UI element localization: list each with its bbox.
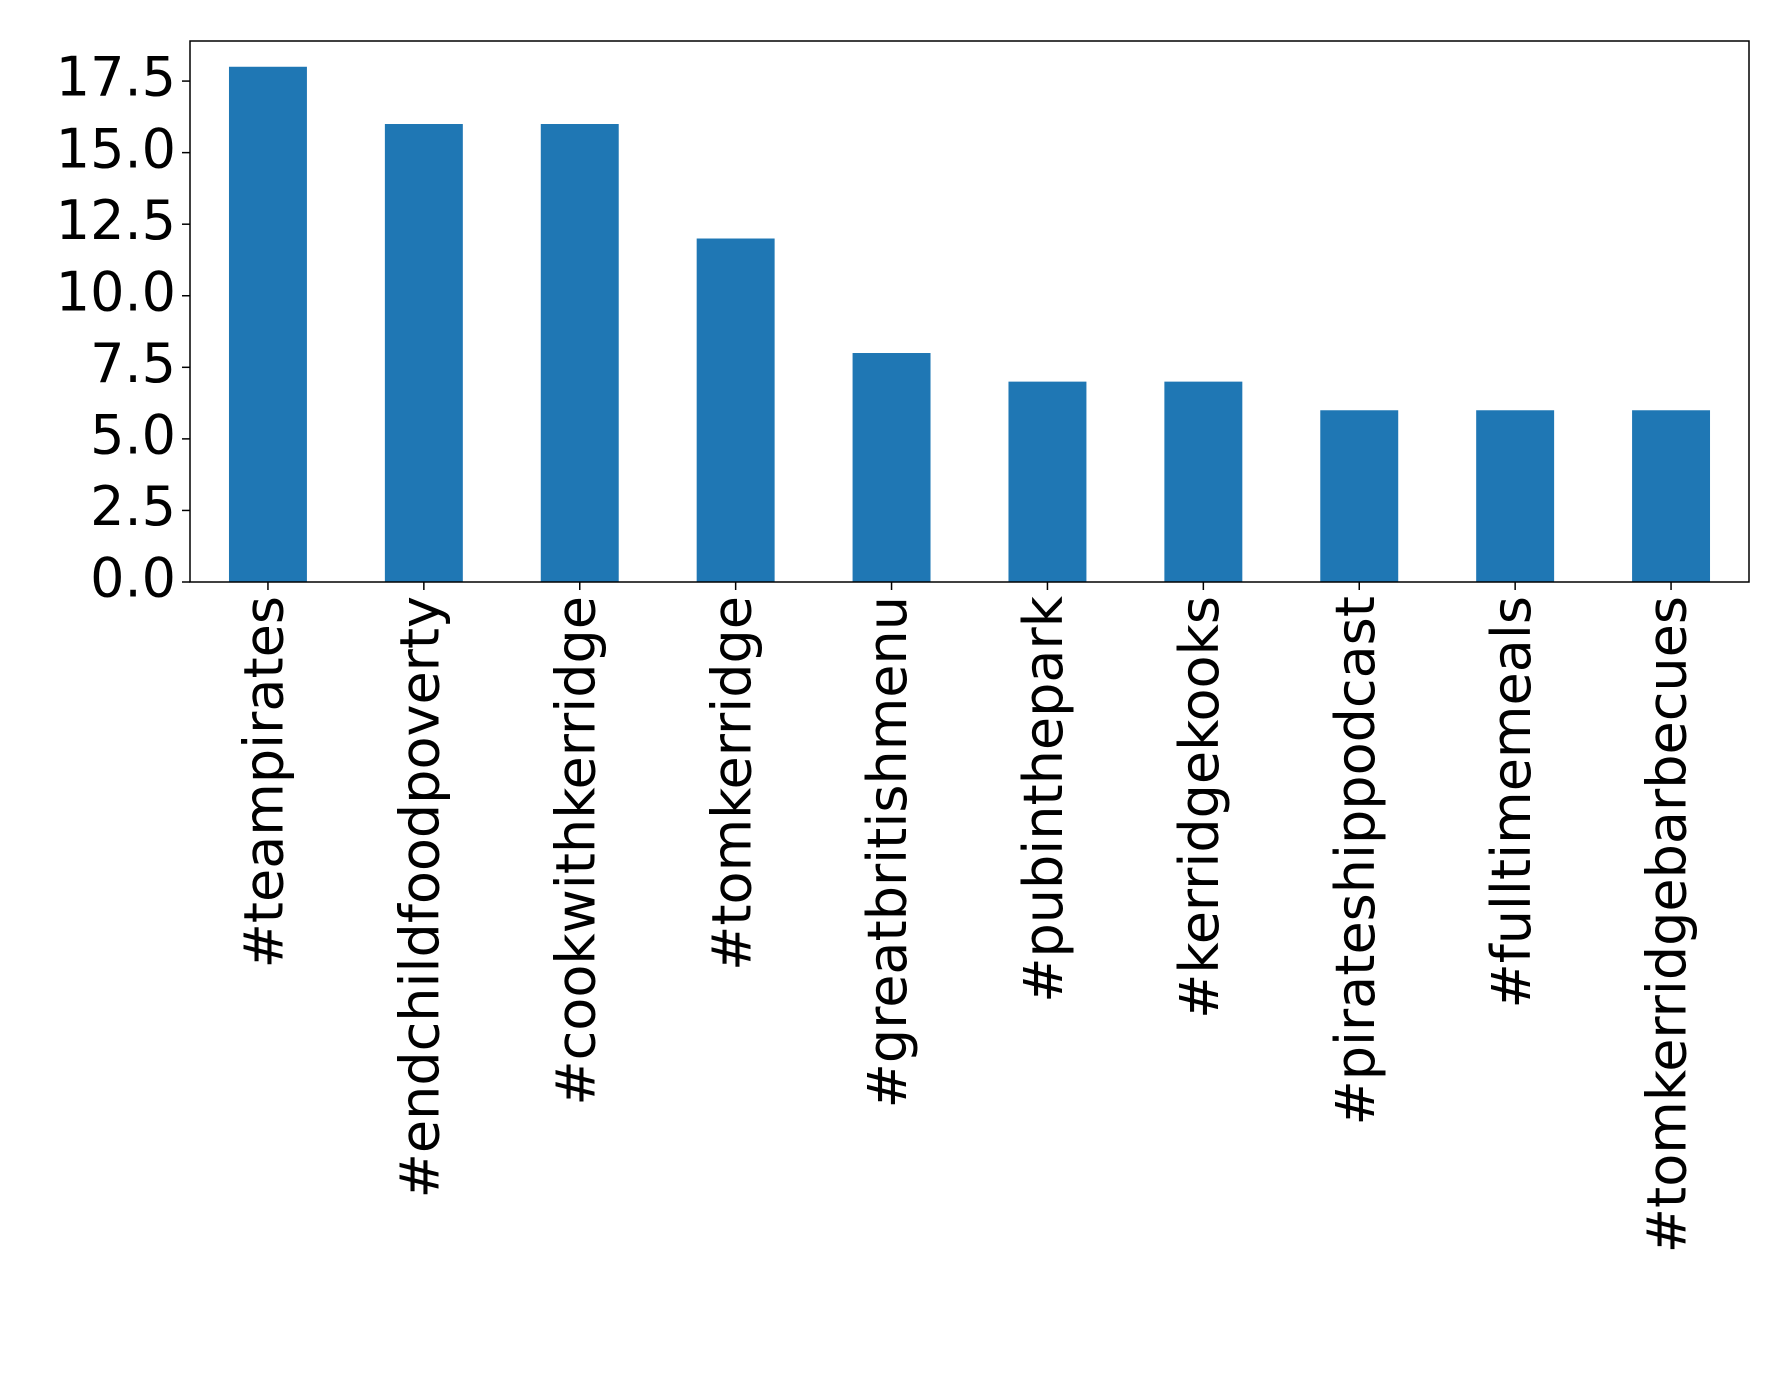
bar — [1320, 410, 1399, 582]
x-tick-label: #greatbritishmenu — [856, 596, 919, 1108]
bar — [696, 238, 775, 582]
y-tick-label: 2.5 — [90, 475, 176, 538]
y-tick-label: 5.0 — [90, 404, 176, 467]
x-tick-label: #endchildfoodpoverty — [388, 596, 451, 1198]
y-tick-label: 17.5 — [56, 46, 176, 109]
x-tick-label: #kerridgekooks — [1168, 596, 1231, 1019]
bar — [1632, 410, 1711, 582]
x-tick-label: #teampirates — [233, 596, 296, 968]
x-tick-label: #tomkerridgebarbecues — [1636, 596, 1699, 1253]
x-tick-label: #tomkerridge — [700, 596, 763, 971]
y-tick-label: 15.0 — [56, 117, 176, 180]
y-tick-label: 12.5 — [56, 189, 176, 252]
bar — [852, 353, 931, 582]
y-tick-label: 0.0 — [90, 547, 176, 610]
x-tick-label: #pubinthepark — [1012, 595, 1075, 1002]
bar — [1008, 381, 1087, 582]
x-tick-label: #cookwithkerridge — [544, 596, 607, 1106]
bar — [1476, 410, 1555, 582]
y-tick-label: 10.0 — [56, 260, 176, 323]
plot-frame — [189, 40, 1750, 583]
bar — [384, 124, 463, 582]
bar — [1164, 381, 1243, 582]
y-tick-label: 7.5 — [90, 332, 176, 395]
bar — [228, 66, 307, 582]
x-tick-label: #pirateshippodcast — [1324, 596, 1387, 1126]
bar — [540, 124, 619, 582]
x-tick-label: #fulltimemeals — [1480, 596, 1543, 1009]
